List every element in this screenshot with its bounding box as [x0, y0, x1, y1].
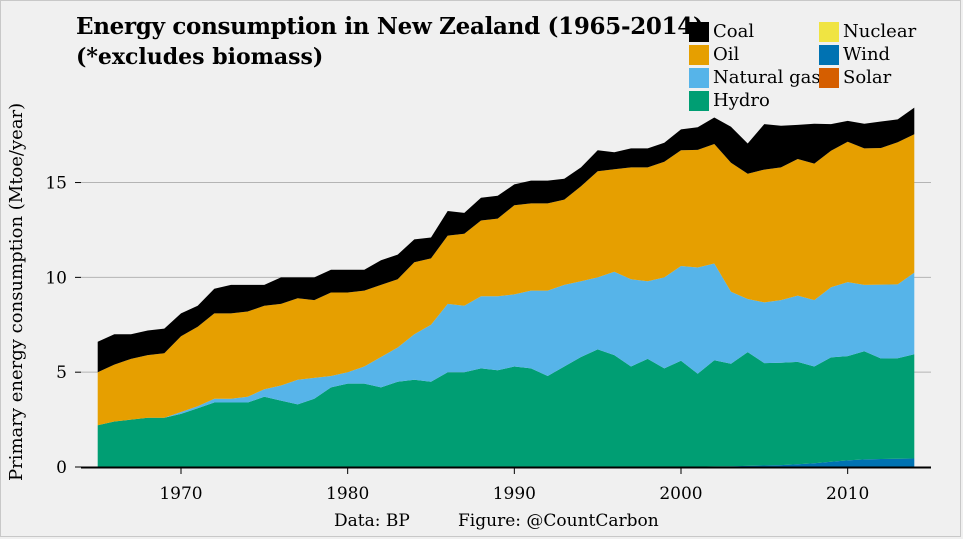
legend-label-hydro: Hydro [713, 90, 770, 111]
area-coal [97, 107, 915, 373]
x-tick-label-1970: 1970 [159, 484, 202, 504]
x-tick-label-2000: 2000 [659, 484, 702, 504]
area-oil [97, 134, 915, 426]
x-tick-label-1980: 1980 [326, 484, 369, 504]
y-tick-label-0: 0 [56, 458, 67, 478]
legend-label-solar: Solar [843, 67, 892, 88]
y-tick-label-10: 10 [45, 268, 67, 288]
legend-swatch-solar [819, 68, 839, 88]
legend-swatch-hydro [689, 91, 709, 111]
legend-label-wind: Wind [843, 44, 891, 65]
legend-swatch-nuclear [819, 22, 839, 42]
legend-swatch-wind [819, 45, 839, 65]
axes: 1970 1980 1990 2000 2010 0 5 10 15 [45, 174, 931, 504]
y-tick-label-15: 15 [45, 174, 67, 194]
legend-label-coal: Coal [713, 21, 755, 42]
area-hydro [97, 349, 915, 467]
legend-swatch-coal [689, 22, 709, 42]
chart-title: Energy consumption in New Zealand (1965-… [76, 13, 704, 40]
x-tick-label-1990: 1990 [493, 484, 536, 504]
chart-subtitle: (*excludes biomass) [76, 44, 324, 70]
data-source-caption: Data: BP [334, 511, 410, 531]
stacked-areas [97, 107, 915, 467]
legend-label-oil: Oil [713, 44, 740, 65]
x-tick-label-2010: 2010 [826, 484, 869, 504]
area-wind [97, 458, 915, 467]
area-natural-gas [97, 263, 915, 426]
y-tick-label-5: 5 [56, 363, 67, 383]
legend-label-nuclear: Nuclear [843, 21, 917, 42]
legend-swatch-natural-gas [689, 68, 709, 88]
legend-label-natural-gas: Natural gas [713, 67, 821, 88]
figure-credit-caption: Figure: @CountCarbon [458, 511, 659, 531]
legend-swatch-oil [689, 45, 709, 65]
y-axis-label: Primary energy consumption (Mtoe/year) [6, 102, 27, 481]
